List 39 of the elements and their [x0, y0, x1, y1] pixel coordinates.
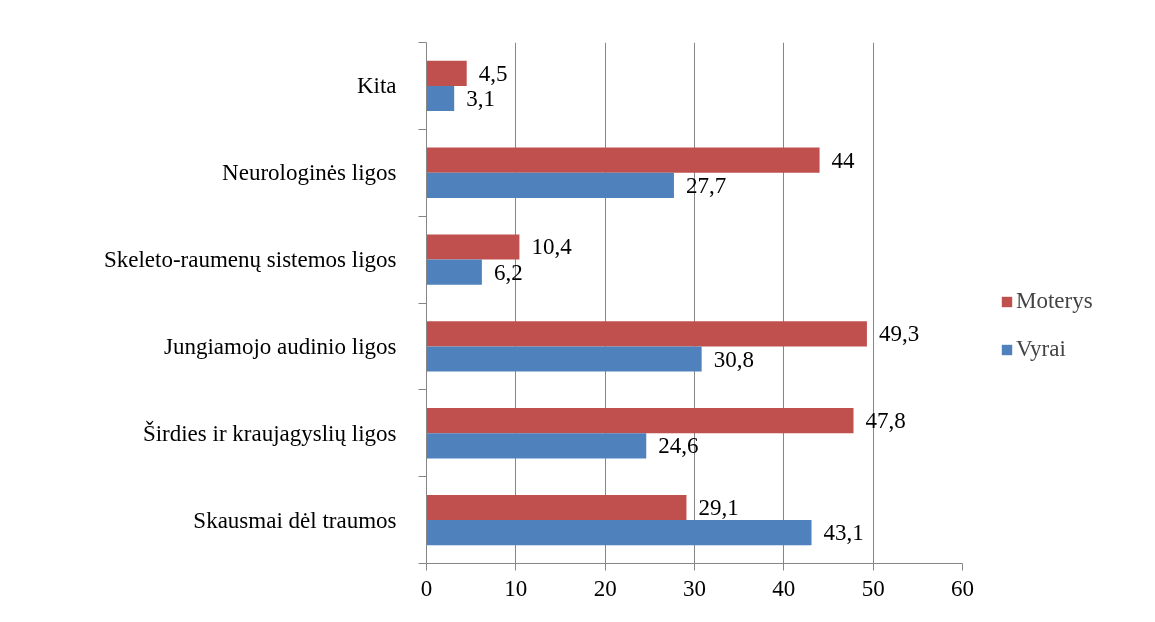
- bar: [426, 494, 687, 521]
- bar: [426, 147, 820, 173]
- data-label: 4,5: [478, 60, 508, 86]
- bar: [426, 172, 674, 198]
- bar: [426, 321, 867, 347]
- x-tick-label: 40: [772, 575, 796, 601]
- y-tick-label: Kita: [356, 73, 397, 99]
- bar: [426, 259, 482, 285]
- data-label: 27,7: [685, 172, 727, 198]
- y-tick-label: Skeleto-raumenų sistemos ligos: [103, 247, 397, 273]
- data-label: 49,3: [878, 321, 920, 347]
- data-label: 43,1: [823, 520, 864, 546]
- bar: [426, 234, 520, 260]
- bar: [426, 433, 647, 459]
- y-tick-label: Neurologinės ligos: [222, 160, 397, 186]
- data-label: 24,6: [658, 433, 699, 459]
- data-label: 44: [831, 147, 856, 173]
- data-label: 30,8: [713, 346, 754, 372]
- x-tick-label: 0: [420, 575, 433, 601]
- bar: [426, 408, 854, 434]
- x-tick-label: 20: [593, 575, 617, 601]
- x-tick-label: 10: [504, 575, 528, 601]
- legend-label: Moterys: [1016, 288, 1093, 314]
- x-tick-label: 30: [683, 575, 706, 601]
- bar: [426, 85, 455, 112]
- bar: [426, 346, 702, 372]
- data-label: 47,8: [865, 408, 906, 434]
- legend-label: Vyrai: [1016, 336, 1066, 362]
- y-tick-label: Jungiamojo audinio ligos: [163, 333, 397, 359]
- bar: [426, 60, 467, 86]
- x-tick-label: 50: [861, 575, 885, 601]
- data-label: 3,1: [466, 86, 495, 112]
- bar: [426, 520, 812, 546]
- data-label: 6,2: [493, 259, 523, 285]
- data-label: 29,1: [698, 494, 739, 520]
- data-label: 10,4: [531, 234, 573, 260]
- x-tick-label: 60: [951, 575, 974, 601]
- y-tick-label: Skausmai dėl traumos: [193, 507, 397, 533]
- y-tick-label: Širdies ir kraujagyslių ligos: [142, 419, 397, 446]
